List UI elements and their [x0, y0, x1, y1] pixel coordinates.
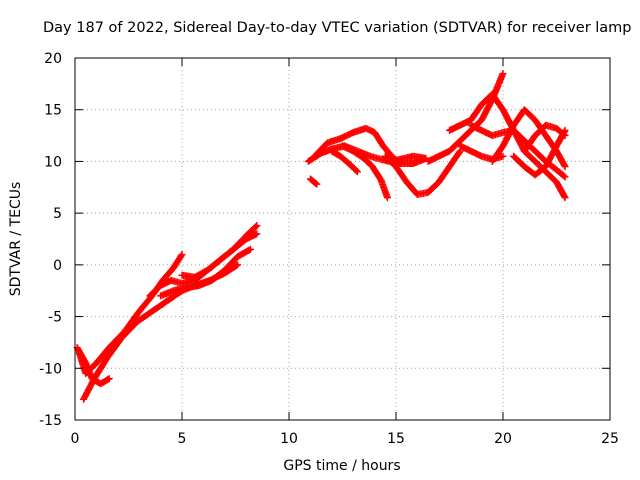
data-point [253, 230, 261, 238]
y-tick-label: 0 [53, 258, 62, 274]
data-point [353, 168, 361, 176]
series-arc-16 [488, 106, 569, 171]
axis-ticks: 0 5 10 15 20 25 -15 -10 -5 0 5 10 15 20 [39, 51, 619, 447]
data-point [499, 152, 507, 160]
data-point [253, 222, 261, 230]
data-point [383, 194, 391, 202]
data-point [420, 155, 428, 163]
grid [75, 58, 610, 420]
y-tick-label: 20 [44, 51, 62, 67]
y-axis-label: SDTVAR / TECUs [8, 182, 24, 297]
series-arc-4 [146, 222, 261, 300]
series-arc-10 [339, 142, 391, 202]
x-tick-label: 5 [178, 431, 187, 447]
y-tick-label: -15 [39, 413, 62, 429]
y-tick-label: -10 [39, 361, 62, 377]
data-point [560, 161, 568, 169]
data-point [352, 167, 360, 175]
data-point [313, 180, 321, 188]
data-point [312, 179, 320, 187]
x-tick-label: 15 [387, 431, 405, 447]
series-arc-1 [75, 251, 186, 377]
data-point [252, 223, 260, 231]
data-point [178, 251, 186, 259]
data-point [561, 173, 569, 181]
x-axis-label: GPS time / hours [283, 458, 400, 474]
plot-frame [74, 57, 611, 421]
data-point [105, 375, 113, 383]
data-point [177, 252, 185, 260]
x-tick-label: 10 [280, 431, 298, 447]
data-point [561, 132, 569, 140]
chart-title: Day 187 of 2022, Sidereal Day-to-day VTE… [43, 20, 632, 36]
series-arc-9 [311, 124, 428, 167]
data-point [560, 172, 568, 180]
series-arc-19 [456, 142, 507, 163]
y-tick-label: 15 [44, 103, 62, 119]
data-point [232, 262, 240, 270]
data-point [561, 194, 569, 202]
series-arc-13 [424, 70, 507, 165]
series-arc-6 [178, 230, 261, 281]
data-point [246, 245, 254, 253]
data-point [560, 131, 568, 139]
data-point [104, 375, 112, 383]
data-point [561, 163, 569, 171]
x-tick-label: 0 [71, 431, 80, 447]
data-point [245, 246, 253, 254]
data-point [455, 148, 463, 156]
series-arc-12 [381, 147, 464, 199]
series-arc-5 [157, 245, 254, 300]
x-tick-label: 20 [494, 431, 512, 447]
x-tick-label: 25 [601, 431, 619, 447]
series-arc-7 [306, 175, 321, 188]
y-tick-label: -5 [48, 310, 62, 326]
data-points [73, 70, 569, 403]
series-arc-11 [328, 147, 361, 176]
y-tick-label: 5 [53, 206, 62, 222]
data-point [560, 192, 568, 200]
series-arc-18 [520, 121, 569, 155]
y-tick-label: 10 [44, 154, 62, 170]
data-point [234, 261, 242, 269]
data-point [499, 70, 507, 78]
